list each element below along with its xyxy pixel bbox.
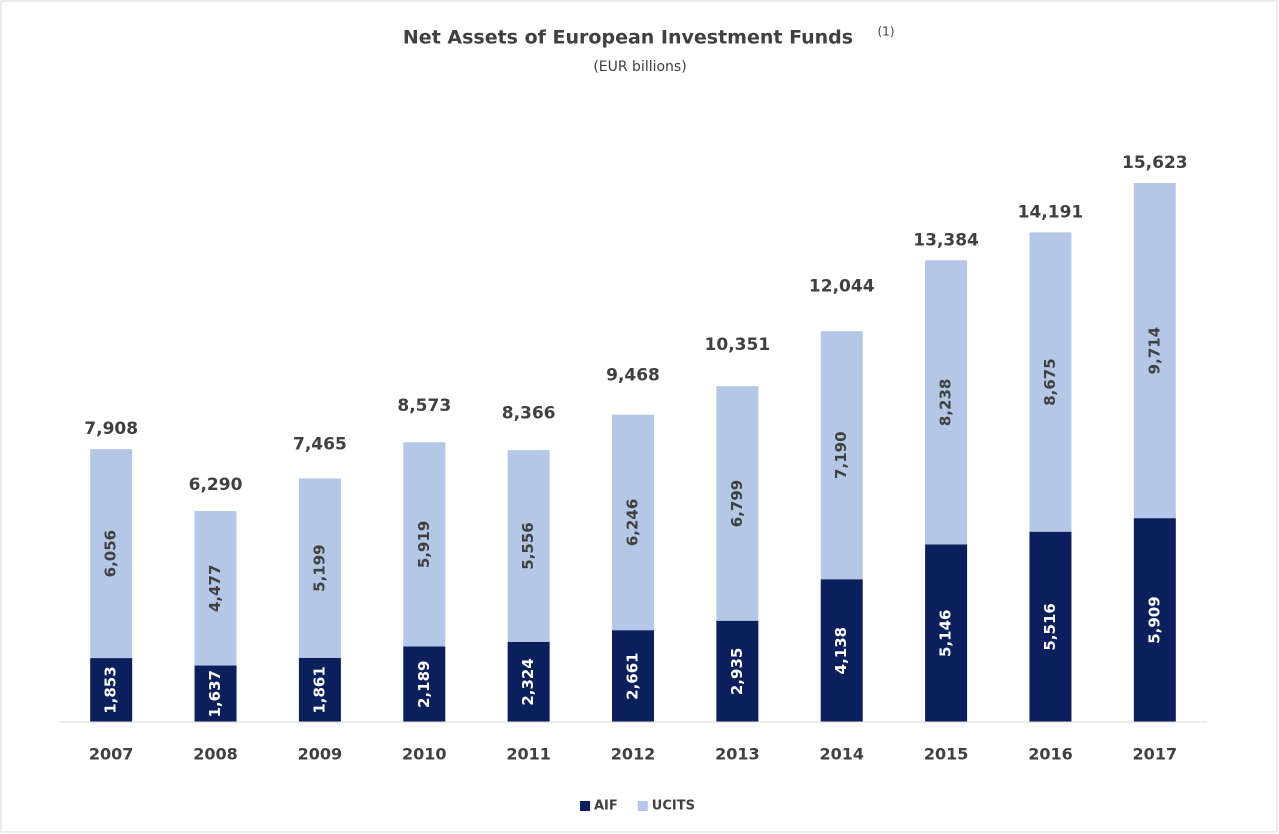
value-label: 8,675	[1041, 358, 1059, 405]
total-label: 7,908	[84, 419, 138, 439]
x-tick-label: 2009	[298, 745, 343, 764]
total-label: 13,384	[913, 230, 979, 250]
bar-segment	[507, 641, 550, 722]
total-label: 10,351	[705, 335, 771, 355]
value-label: 2,661	[624, 652, 642, 699]
bar-segment	[507, 450, 550, 642]
bar-segment	[716, 386, 759, 621]
total-label: 6,290	[189, 475, 243, 495]
title-note: (1)	[878, 25, 895, 39]
total-label: 15,623	[1122, 153, 1188, 173]
x-tick-label: 2017	[1133, 745, 1178, 764]
bar-segment	[1029, 232, 1072, 532]
value-label: 5,516	[1041, 603, 1059, 650]
total-label: 14,191	[1018, 202, 1084, 222]
bar-segment	[716, 620, 759, 722]
value-label: 8,238	[937, 379, 955, 426]
x-tick-label: 2010	[402, 745, 447, 764]
bar-segment	[820, 331, 863, 580]
total-label: 9,468	[606, 365, 660, 385]
bar-segment	[925, 260, 968, 545]
chart-title: Net Assets of European Investment Funds	[403, 27, 853, 49]
legend-swatch	[637, 801, 648, 811]
value-label: 5,146	[937, 610, 955, 657]
value-label: 4,138	[832, 627, 850, 674]
bar-segment	[820, 579, 863, 722]
bar-segment	[403, 442, 446, 647]
value-label: 4,477	[206, 565, 224, 612]
bar-segment	[1133, 183, 1176, 519]
total-label: 7,465	[293, 434, 347, 454]
bar-segment	[1133, 518, 1176, 722]
x-tick-label: 2015	[924, 745, 969, 764]
bar-segment	[403, 646, 446, 722]
value-label: 1,637	[206, 670, 224, 717]
x-tick-label: 2011	[506, 745, 551, 764]
value-label: 2,324	[519, 658, 537, 705]
total-label: 8,366	[502, 403, 556, 423]
total-label: 8,573	[397, 396, 451, 416]
bar-segment	[612, 414, 654, 631]
x-tick-label: 2014	[819, 745, 864, 764]
value-label: 5,919	[415, 521, 433, 568]
x-tick-label: 2007	[89, 745, 134, 764]
bar-segment	[90, 449, 133, 659]
value-label: 5,909	[1145, 596, 1163, 643]
value-label: 2,935	[728, 648, 746, 695]
x-tick-label: 2013	[715, 745, 760, 764]
bar-segment	[298, 657, 341, 722]
legend-label: UCITS	[652, 799, 695, 814]
chart-subtitle: (EUR billions)	[593, 59, 686, 75]
bar-segment	[1029, 531, 1072, 722]
total-label: 12,044	[809, 276, 875, 296]
value-label: 7,190	[832, 431, 850, 478]
x-tick-label: 2016	[1028, 745, 1073, 764]
legend-swatch	[580, 801, 590, 811]
bar-segment	[90, 658, 133, 722]
value-label: 5,199	[310, 544, 328, 591]
value-label: 5,556	[519, 522, 537, 569]
value-label: 6,246	[624, 499, 642, 546]
value-label: 6,799	[728, 480, 746, 527]
bar-segment	[925, 544, 968, 722]
legend-label: AIF	[594, 799, 618, 814]
x-tick-label: 2008	[193, 745, 238, 764]
value-label: 1,861	[310, 666, 328, 713]
value-label: 2,189	[415, 661, 433, 708]
bar-segment	[298, 478, 341, 658]
bar-segment	[194, 511, 237, 666]
bar-segment	[612, 630, 654, 722]
value-label: 9,714	[1145, 327, 1163, 374]
value-label: 6,056	[102, 530, 120, 577]
value-label: 1,853	[102, 666, 120, 713]
bar-segment	[194, 665, 237, 722]
x-tick-label: 2012	[611, 745, 656, 764]
